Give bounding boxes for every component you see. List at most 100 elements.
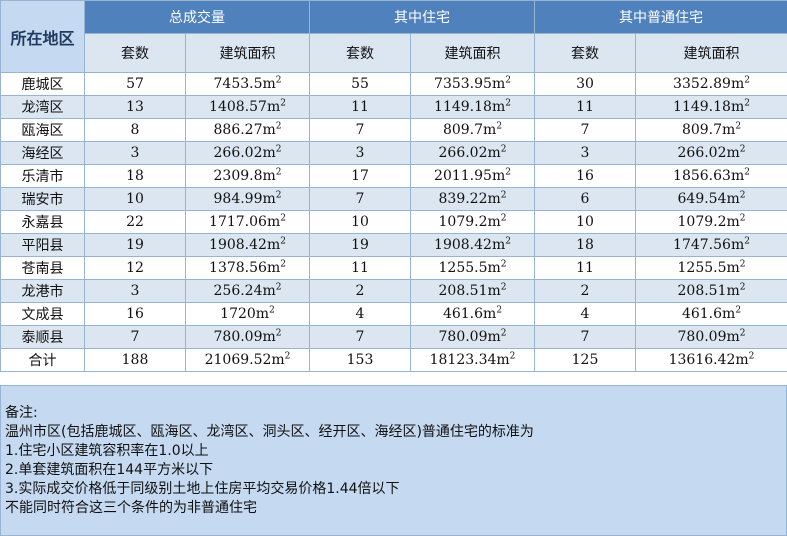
residential-area-cell: 461.6m2 <box>411 303 535 326</box>
unit-superscript: 2 <box>749 351 755 361</box>
ordinary-units-cell: 16 <box>535 165 636 188</box>
residential-units-cell: 19 <box>310 234 411 257</box>
ordinary-area-cell: 1747.56m2 <box>636 234 787 257</box>
residential-area-cell: 1149.18m2 <box>411 96 535 119</box>
unit-superscript: 2 <box>740 328 746 338</box>
header-row-columns: 套数 建筑面积 套数 建筑面积 套数 建筑面积 <box>1 34 787 73</box>
region-cell: 永嘉县 <box>1 211 85 234</box>
ordinary-units-cell: 4 <box>535 303 636 326</box>
unit-superscript: 2 <box>276 121 282 131</box>
unit-superscript: 2 <box>280 236 286 246</box>
total-area-cell: 256.24m2 <box>186 280 310 303</box>
ordinary-area-cell: 1149.18m2 <box>636 96 787 119</box>
ordinary-area-cell: 13616.42m2 <box>636 349 787 372</box>
unit-superscript: 2 <box>280 213 286 223</box>
residential-units-cell: 10 <box>310 211 411 234</box>
residential-units-cell: 7 <box>310 119 411 142</box>
unit-superscript: 2 <box>744 236 750 246</box>
ordinary-area-cell: 1856.63m2 <box>636 165 787 188</box>
residential-area-cell: 1908.42m2 <box>411 234 535 257</box>
residential-area-cell: 839.22m2 <box>411 188 535 211</box>
ordinary-units-cell: 11 <box>535 257 636 280</box>
total-area-cell: 1378.56m2 <box>186 257 310 280</box>
total-units-cell: 7 <box>85 326 186 349</box>
unit-superscript: 2 <box>276 190 282 200</box>
ordinary-area-cell: 1255.5m2 <box>636 257 787 280</box>
unit-superscript: 2 <box>501 213 507 223</box>
residential-units-cell: 3 <box>310 142 411 165</box>
ordinary-area-cell: 3352.89m2 <box>636 73 787 96</box>
total-units-cell: 8 <box>85 119 186 142</box>
transaction-table: 所在地区 总成交量 其中住宅 其中普通住宅 套数 建筑面积 套数 建筑面积 套数… <box>0 0 787 372</box>
total-units-cell: 13 <box>85 96 186 119</box>
residential-units-cell: 17 <box>310 165 411 188</box>
total-units-cell: 16 <box>85 303 186 326</box>
total-units-cell: 3 <box>85 280 186 303</box>
total-units-cell: 188 <box>85 349 186 372</box>
unit-superscript: 2 <box>276 75 282 85</box>
residential-area-cell: 266.02m2 <box>411 142 535 165</box>
residential-area-cell: 780.09m2 <box>411 326 535 349</box>
total-area-cell: 7453.5m2 <box>186 73 310 96</box>
note-line: 温州市区(包括鹿城区、瓯海区、龙湾区、洞头区、经开区、海经区)普通住宅的标准为 <box>5 423 534 441</box>
unit-superscript: 2 <box>280 98 286 108</box>
residential-area-cell: 18123.34m2 <box>411 349 535 372</box>
total-area-cell: 886.27m2 <box>186 119 310 142</box>
ordinary-area-cell: 780.09m2 <box>636 326 787 349</box>
ordinary-units-cell: 7 <box>535 326 636 349</box>
residential-units-cell: 7 <box>310 326 411 349</box>
header-residential-units: 套数 <box>310 34 411 73</box>
residential-area-cell: 2011.95m2 <box>411 165 535 188</box>
ordinary-units-cell: 3 <box>535 142 636 165</box>
note-line: 1.住宅小区建筑容积率在1.0以上 <box>5 442 209 460</box>
ordinary-area-cell: 461.6m2 <box>636 303 787 326</box>
unit-superscript: 2 <box>496 305 502 315</box>
total-units-cell: 12 <box>85 257 186 280</box>
unit-superscript: 2 <box>505 75 511 85</box>
region-cell: 海经区 <box>1 142 85 165</box>
total-units-cell: 57 <box>85 73 186 96</box>
unit-superscript: 2 <box>740 144 746 154</box>
residential-units-cell: 4 <box>310 303 411 326</box>
unit-superscript: 2 <box>501 259 507 269</box>
unit-superscript: 2 <box>744 167 750 177</box>
region-cell: 合计 <box>1 349 85 372</box>
header-residential-area: 建筑面积 <box>411 34 535 73</box>
residential-units-cell: 7 <box>310 188 411 211</box>
region-cell: 瑞安市 <box>1 188 85 211</box>
ordinary-area-cell: 809.7m2 <box>636 119 787 142</box>
ordinary-units-cell: 125 <box>535 349 636 372</box>
residential-units-cell: 11 <box>310 96 411 119</box>
unit-superscript: 2 <box>735 121 741 131</box>
unit-superscript: 2 <box>501 144 507 154</box>
region-cell: 龙港市 <box>1 280 85 303</box>
region-cell: 平阳县 <box>1 234 85 257</box>
note-line: 不能同时符合这三个条件的为非普通住宅 <box>5 499 257 517</box>
total-units-cell: 22 <box>85 211 186 234</box>
unit-superscript: 2 <box>501 282 507 292</box>
residential-units-cell: 2 <box>310 280 411 303</box>
unit-superscript: 2 <box>740 259 746 269</box>
ordinary-units-cell: 18 <box>535 234 636 257</box>
residential-units-cell: 11 <box>310 257 411 280</box>
region-cell: 龙湾区 <box>1 96 85 119</box>
region-cell: 瓯海区 <box>1 119 85 142</box>
note-line: 2.单套建筑面积在144平方米以下 <box>5 461 213 479</box>
total-area-cell: 1720m2 <box>186 303 310 326</box>
ordinary-units-cell: 2 <box>535 280 636 303</box>
region-cell: 文成县 <box>1 303 85 326</box>
unit-superscript: 2 <box>269 305 275 315</box>
total-area-cell: 2309.8m2 <box>186 165 310 188</box>
header-row-groups: 所在地区 总成交量 其中住宅 其中普通住宅 <box>1 1 787 34</box>
unit-superscript: 2 <box>510 351 516 361</box>
unit-superscript: 2 <box>501 190 507 200</box>
